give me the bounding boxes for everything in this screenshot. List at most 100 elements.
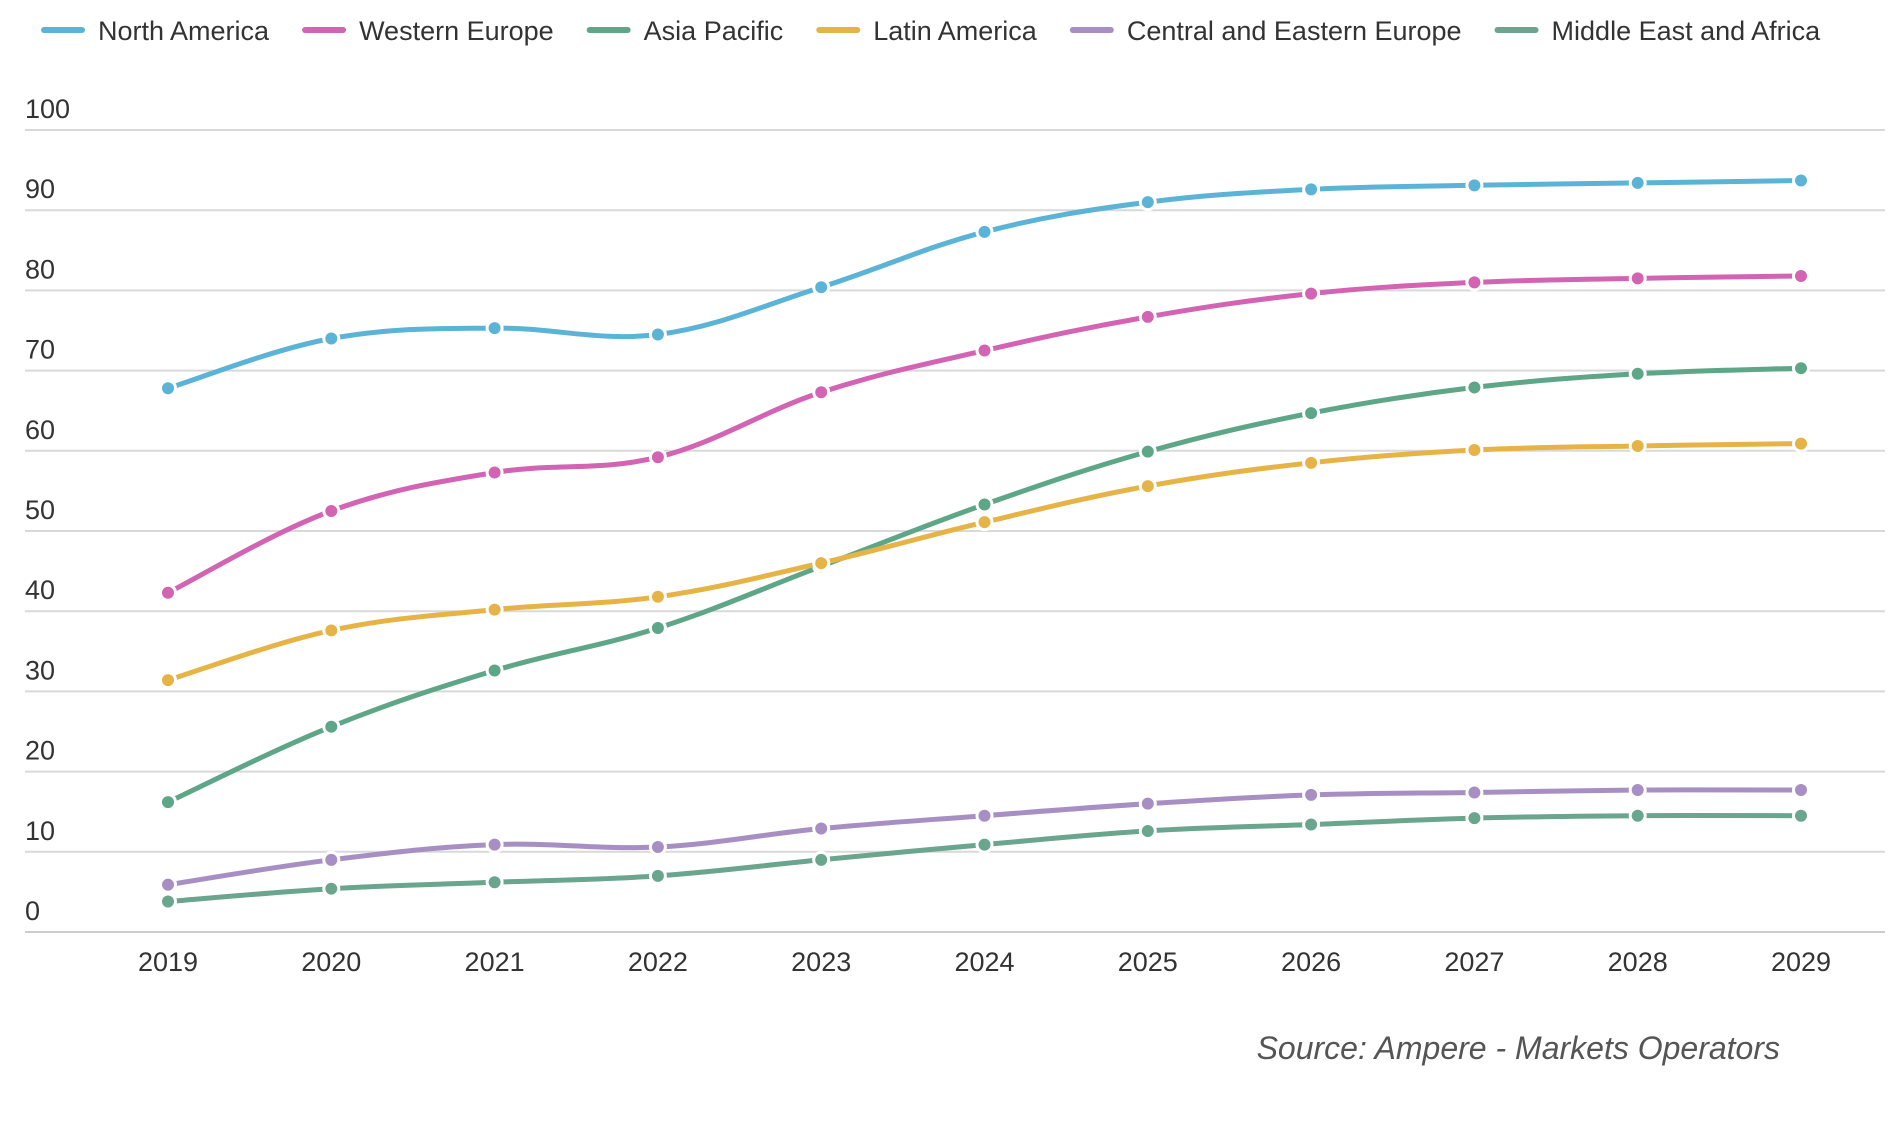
x-tick-label: 2028 — [1608, 947, 1668, 977]
y-tick-label: 80 — [25, 254, 55, 284]
data-point — [1465, 176, 1484, 195]
data-point — [1138, 193, 1157, 212]
data-point — [159, 875, 177, 894]
data-point — [1628, 436, 1647, 455]
data-point — [648, 837, 667, 856]
y-tick-label: 100 — [25, 94, 70, 124]
data-point — [159, 583, 177, 602]
y-tick-label: 70 — [25, 335, 55, 365]
data-point — [1465, 273, 1484, 292]
series-north-america — [159, 171, 1810, 398]
legend-label: Middle East and Africa — [1552, 16, 1822, 46]
data-point — [1138, 794, 1157, 813]
data-point — [812, 278, 831, 297]
y-tick-label: 90 — [25, 174, 55, 204]
data-point — [975, 341, 994, 360]
data-point — [975, 513, 994, 532]
data-point — [1302, 815, 1321, 834]
data-point — [1792, 266, 1810, 285]
data-point — [975, 835, 994, 854]
data-point — [159, 379, 177, 398]
data-point — [159, 892, 177, 911]
x-tick-label: 2024 — [954, 947, 1014, 977]
data-point — [648, 325, 667, 344]
series-line — [165, 813, 1804, 905]
data-point — [648, 619, 667, 638]
x-tick-label: 2027 — [1444, 947, 1504, 977]
data-point — [322, 850, 341, 869]
data-point — [1302, 785, 1321, 804]
series-line — [165, 441, 1804, 683]
data-point — [1465, 783, 1484, 802]
data-point — [485, 661, 504, 680]
y-tick-label: 20 — [25, 736, 55, 766]
legend-item: Asia Pacific — [586, 16, 784, 46]
data-point — [322, 717, 341, 736]
legend-label: Central and Eastern Europe — [1127, 16, 1462, 46]
data-point — [812, 383, 831, 402]
x-tick-label: 2026 — [1281, 947, 1341, 977]
data-point — [159, 793, 177, 812]
legend-item: Central and Eastern Europe — [1069, 16, 1462, 46]
x-tick-label: 2019 — [138, 947, 198, 977]
legend-item: Latin America — [816, 16, 1038, 46]
data-point — [485, 600, 504, 619]
source-note: Source: Ampere - Markets Operators — [1257, 1030, 1780, 1066]
data-point — [1302, 404, 1321, 423]
y-tick-label: 10 — [25, 816, 55, 846]
series-line — [165, 365, 1804, 805]
data-point — [485, 319, 504, 338]
legend-item: Middle East and Africa — [1494, 16, 1822, 46]
series-central-and-eastern-europe — [159, 781, 1810, 894]
data-point — [975, 495, 994, 514]
data-point — [1628, 364, 1647, 383]
data-point — [1302, 453, 1321, 472]
data-point — [1302, 180, 1321, 199]
data-point — [1138, 442, 1157, 461]
data-point — [1302, 284, 1321, 303]
data-point — [1792, 781, 1810, 800]
x-tick-label: 2021 — [465, 947, 525, 977]
data-point — [812, 819, 831, 838]
data-point — [1792, 434, 1810, 453]
data-point — [1792, 359, 1810, 378]
data-point — [322, 501, 341, 520]
data-point — [1138, 307, 1157, 326]
y-tick-label: 60 — [25, 415, 55, 445]
x-tick-label: 2022 — [628, 947, 688, 977]
y-tick-label: 40 — [25, 575, 55, 605]
data-point — [648, 448, 667, 467]
data-point — [812, 850, 831, 869]
data-point — [485, 463, 504, 482]
data-point — [1138, 477, 1157, 496]
legend-label: Asia Pacific — [644, 16, 784, 46]
legend: North America Western Europe Asia Pacific L… — [41, 16, 1822, 46]
series-western-europe — [159, 266, 1810, 602]
data-point — [975, 806, 994, 825]
x-tick-label: 2029 — [1771, 947, 1831, 977]
data-point — [322, 621, 341, 640]
x-tick-label: 2020 — [301, 947, 361, 977]
data-point — [1465, 809, 1484, 828]
x-tick-label: 2023 — [791, 947, 851, 977]
y-tick-label: 0 — [25, 896, 40, 926]
data-point — [1628, 269, 1647, 288]
axes: 2019 2020 2021 2022 2023 2024 2025 2026 2027 2028… — [25, 931, 1885, 977]
data-point — [1138, 821, 1157, 840]
data-point — [1792, 806, 1810, 825]
legend-label: Latin America — [873, 16, 1038, 46]
data-point — [485, 835, 504, 854]
legend-label: North America — [98, 16, 270, 46]
data-point — [1792, 171, 1810, 190]
data-point — [1628, 781, 1647, 800]
data-point — [322, 329, 341, 348]
data-point — [1628, 806, 1647, 825]
x-tick-label: 2025 — [1118, 947, 1178, 977]
grid: 0 10 20 30 40 50 60 70 80 90 100 — [25, 94, 1885, 926]
series-middle-east-and-africa — [159, 806, 1810, 911]
data-point — [485, 873, 504, 892]
data-point — [648, 587, 667, 606]
series-group — [159, 171, 1810, 911]
